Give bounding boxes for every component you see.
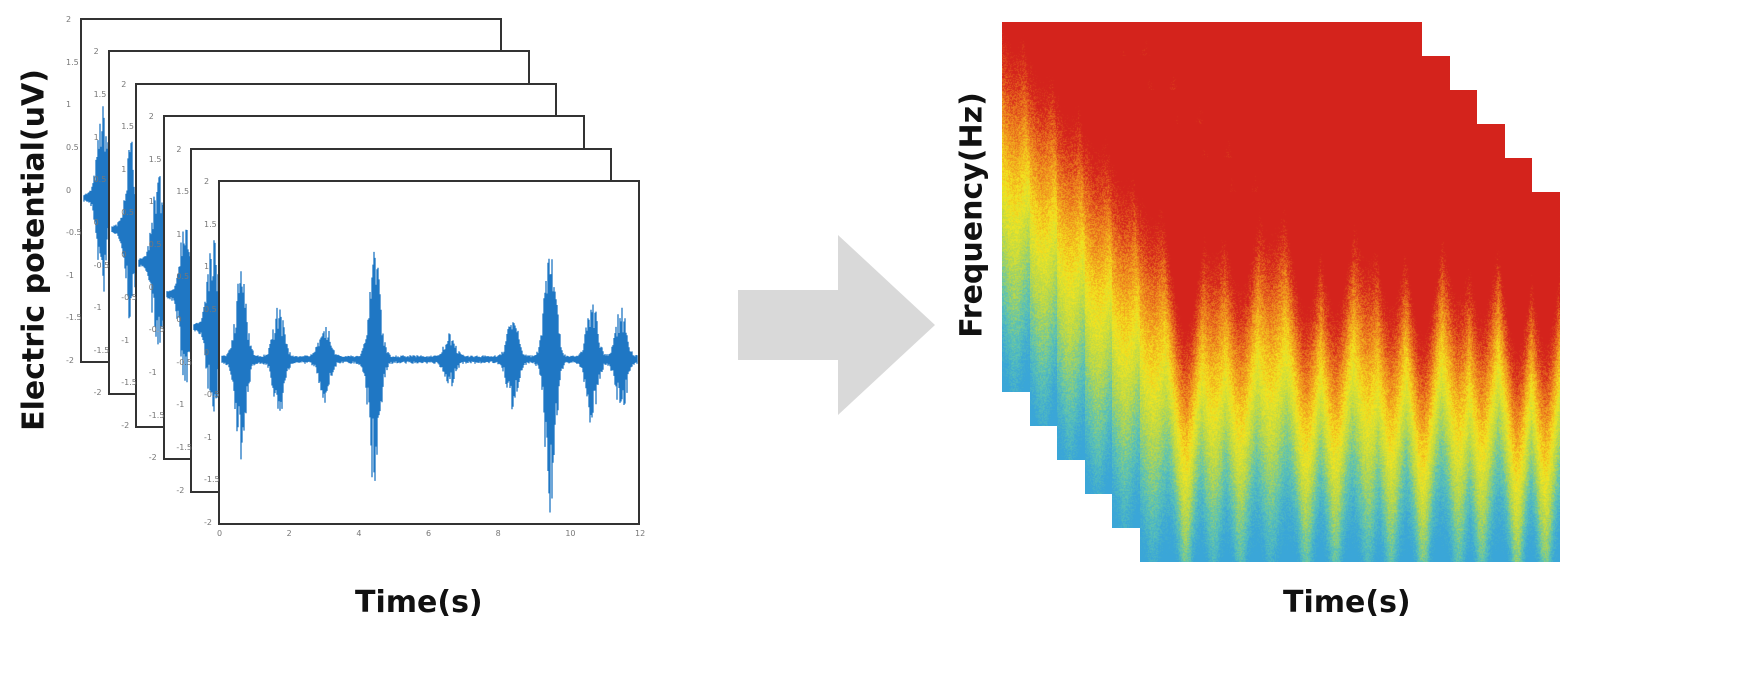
y-tick-label: -2 <box>148 453 157 463</box>
y-tick-label: 0.5 <box>93 175 107 185</box>
right-arrow-icon <box>738 235 935 415</box>
y-tick-label: 0 <box>93 217 99 227</box>
x-tick-label: 8 <box>495 529 501 538</box>
x-tick-label: 12 <box>635 529 646 538</box>
y-tick-label: -1.5 <box>66 313 82 323</box>
y-tick-label: 1.5 <box>121 122 134 132</box>
y-tick-label: -2 <box>66 356 74 365</box>
y-tick-label: -2 <box>121 420 130 430</box>
y-tick-label: 1 <box>204 262 210 272</box>
spectrogram-layer <box>1140 192 1560 562</box>
y-tick-label: -2 <box>204 518 212 527</box>
y-tick-label: -1.5 <box>121 378 137 388</box>
y-tick-label: -1.5 <box>176 442 192 452</box>
y-tick-label: -1 <box>93 303 102 313</box>
y-tick-label: 2 <box>121 79 127 89</box>
y-tick-label: -2 <box>176 485 185 495</box>
y-tick-label: 1 <box>121 165 127 175</box>
y-tick-label: 1 <box>93 132 99 142</box>
y-tick-label: -1 <box>121 335 130 345</box>
y-tick-label: -2 <box>93 388 102 398</box>
waveform-plot-frame: 2 1.5 1 0.5 0 -0.5 -1 -1.5 -2 0 2 4 6 8 10 12 <box>204 177 645 538</box>
y-tick-label: 2 <box>204 177 210 186</box>
x-axis-label-right: Time(s) <box>1283 585 1411 620</box>
y-tick-label: -0.5 <box>93 260 110 270</box>
y-axis-label-left: Electric potential(uV) <box>16 69 52 431</box>
y-tick-label: -1 <box>66 270 74 280</box>
y-tick-label: 1.5 <box>176 187 190 197</box>
y-tick-label: 0.5 <box>121 207 134 217</box>
y-tick-label: -1.5 <box>204 475 220 485</box>
y-tick-label: -0.5 <box>204 390 220 400</box>
y-tick-label: 1 <box>66 100 72 110</box>
y-tick-label: 0.5 <box>204 304 217 314</box>
y-tick-label: 0 <box>66 185 72 195</box>
y-tick-label: 1 <box>176 229 182 239</box>
y-tick-label: -0.5 <box>121 292 137 302</box>
y-tick-label: 2 <box>93 47 99 57</box>
y-tick-label: 1.5 <box>204 219 217 229</box>
x-tick-label: 0 <box>217 529 223 538</box>
y-tick-label: 2 <box>66 15 72 24</box>
y-tick-label: 1.5 <box>66 57 79 67</box>
y-tick-label: 0 <box>148 282 154 292</box>
x-tick-label: 2 <box>286 529 292 538</box>
y-tick-label: 2 <box>176 144 182 154</box>
x-tick-label: 10 <box>565 529 576 538</box>
y-tick-label: 0 <box>176 315 182 325</box>
x-tick-label: 6 <box>426 529 432 538</box>
y-tick-label: -0.5 <box>148 325 165 335</box>
y-tick-label: 2 <box>148 112 154 122</box>
y-tick-label: 0 <box>204 347 210 357</box>
x-tick-label: 4 <box>356 529 362 538</box>
y-tick-label: 0.5 <box>176 272 190 282</box>
y-tick-label: -0.5 <box>66 228 82 238</box>
x-axis-label-left: Time(s) <box>355 585 483 620</box>
y-tick-label: 0.5 <box>148 240 162 250</box>
y-tick-label: 1 <box>148 197 154 207</box>
y-tick-label: -1 <box>148 367 157 377</box>
y-axis-label-right: Frequency(Hz) <box>954 92 990 338</box>
y-tick-label: -0.5 <box>176 357 192 367</box>
y-tick-label: -1 <box>204 432 212 442</box>
y-tick-label: -1 <box>176 400 185 410</box>
y-tick-label: -1.5 <box>148 410 165 420</box>
y-tick-label: 1.5 <box>93 90 107 100</box>
y-tick-label: 0 <box>121 250 127 260</box>
y-tick-label: -1.5 <box>93 345 110 355</box>
y-tick-label: 1.5 <box>148 154 162 164</box>
y-tick-label: 0.5 <box>66 142 79 152</box>
waveform-signal <box>221 251 638 513</box>
